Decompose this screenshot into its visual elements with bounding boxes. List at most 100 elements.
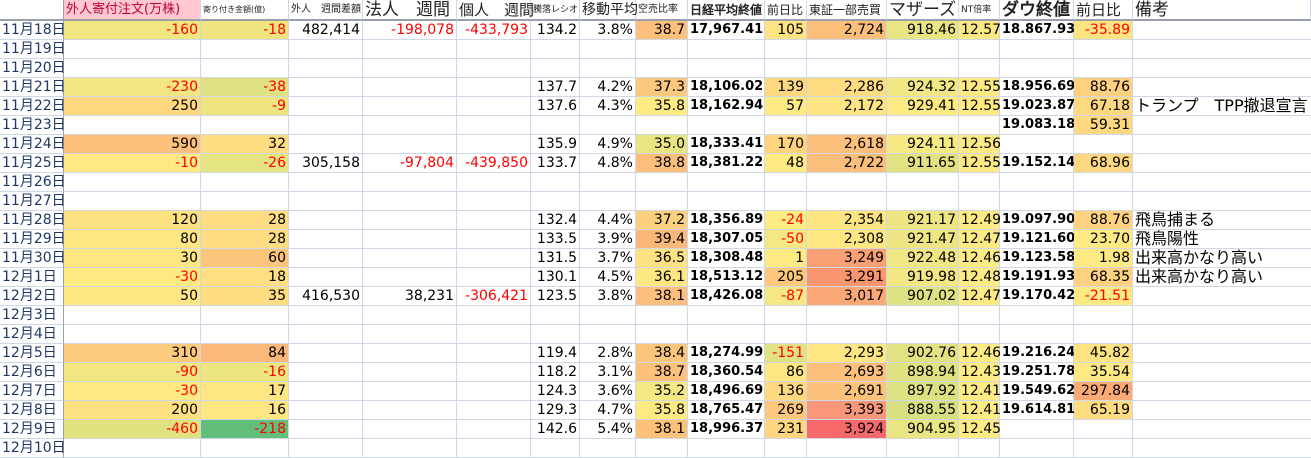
cell-dow-change[interactable]: 67.18 — [1074, 97, 1133, 116]
cell-open-amount[interactable]: 84 — [201, 344, 289, 363]
cell-dow-close[interactable]: 19.549.62 — [1000, 382, 1075, 401]
cell-nikkei-change[interactable]: 269 — [765, 401, 807, 420]
cell-advance-decline-ratio[interactable]: 134.2 — [531, 21, 580, 40]
cell-dow-close[interactable]: 19.191.93 — [1000, 268, 1075, 287]
cell-nikkei-close[interactable]: 18,333.41 — [688, 135, 765, 154]
cell-corporate-weekly[interactable]: 38,231 — [363, 287, 457, 306]
cell-individual-weekly[interactable] — [457, 116, 531, 135]
cell-foreign-open-orders[interactable] — [64, 325, 201, 344]
cell-moving-average[interactable] — [580, 116, 636, 135]
cell-open-amount[interactable]: 28 — [201, 230, 289, 249]
cell-individual-weekly[interactable] — [457, 78, 531, 97]
cell-moving-average[interactable]: 3.1% — [580, 363, 636, 382]
cell-open-amount[interactable]: -18 — [201, 21, 289, 40]
cell-tse1-volume[interactable]: 3,291 — [807, 268, 887, 287]
cell-nikkei-change[interactable]: -87 — [765, 287, 807, 306]
cell-nikkei-close[interactable]: 18,360.54 — [688, 363, 765, 382]
cell-dow-change[interactable] — [1074, 59, 1133, 78]
cell-note[interactable] — [1133, 325, 1311, 344]
cell-open-amount[interactable] — [201, 325, 289, 344]
cell-dow-close[interactable]: 19.614.81 — [1000, 401, 1075, 420]
cell-corporate-weekly[interactable] — [363, 420, 457, 439]
cell-dow-close[interactable]: 18.867.93 — [1000, 21, 1075, 40]
cell-corporate-weekly[interactable] — [363, 211, 457, 230]
column-header-date[interactable] — [0, 0, 64, 21]
cell-open-amount[interactable]: 32 — [201, 135, 289, 154]
cell-mothers[interactable]: 907.02 — [887, 287, 959, 306]
cell-advance-decline-ratio[interactable]: 123.5 — [531, 287, 580, 306]
cell-advance-decline-ratio[interactable]: 132.4 — [531, 211, 580, 230]
cell-mothers[interactable] — [887, 40, 959, 59]
cell-open-amount[interactable] — [201, 59, 289, 78]
cell-short-ratio[interactable]: 36.5 — [636, 249, 688, 268]
cell-dow-close[interactable]: 19.121.60 — [1000, 230, 1075, 249]
cell-foreign-weekly[interactable] — [289, 306, 363, 325]
cell-note[interactable]: 出来高かなり高い — [1133, 249, 1311, 268]
cell-nikkei-close[interactable]: 18,307.05 — [688, 230, 765, 249]
cell-nikkei-close[interactable] — [688, 439, 765, 458]
cell-foreign-weekly[interactable]: 482,414 — [289, 21, 363, 40]
cell-individual-weekly[interactable] — [457, 40, 531, 59]
cell-tse1-volume[interactable] — [807, 325, 887, 344]
cell-dow-change[interactable]: -21.51 — [1074, 287, 1133, 306]
cell-moving-average[interactable]: 3.8% — [580, 21, 636, 40]
cell-nikkei-close[interactable] — [688, 306, 765, 325]
cell-nt-ratio[interactable] — [959, 439, 1000, 458]
cell-dow-change[interactable]: 35.54 — [1074, 363, 1133, 382]
cell-advance-decline-ratio[interactable]: 135.9 — [531, 135, 580, 154]
cell-tse1-volume[interactable] — [807, 439, 887, 458]
cell-individual-weekly[interactable] — [457, 306, 531, 325]
cell-individual-weekly[interactable] — [457, 401, 531, 420]
column-header-short-ratio[interactable]: 空売比率 — [636, 0, 688, 21]
row-header-date[interactable]: 11月23日 — [0, 116, 66, 135]
column-header-tse1-volume[interactable]: 東証一部売買 — [807, 0, 887, 21]
cell-short-ratio[interactable]: 38.1 — [636, 420, 688, 439]
column-header-advance-decline-ratio[interactable]: 騰落レシオ — [531, 0, 580, 21]
cell-corporate-weekly[interactable] — [363, 116, 457, 135]
cell-corporate-weekly[interactable] — [363, 306, 457, 325]
cell-open-amount[interactable] — [201, 306, 289, 325]
cell-nt-ratio[interactable]: 12.49 — [959, 211, 1002, 230]
cell-nikkei-change[interactable] — [765, 192, 807, 211]
cell-nikkei-close[interactable]: 18,765.47 — [688, 401, 765, 420]
cell-moving-average[interactable] — [580, 439, 636, 458]
column-header-dow-close[interactable]: ダウ終値 — [1000, 0, 1074, 21]
cell-short-ratio[interactable]: 35.8 — [636, 97, 688, 116]
column-header-nt-ratio[interactable]: NT倍率 — [959, 0, 1000, 21]
cell-corporate-weekly[interactable] — [363, 230, 457, 249]
cell-moving-average[interactable]: 3.6% — [580, 382, 636, 401]
cell-mothers[interactable] — [887, 306, 959, 325]
row-header-date[interactable]: 11月18日 — [0, 21, 66, 40]
cell-moving-average[interactable]: 4.9% — [580, 135, 636, 154]
cell-tse1-volume[interactable]: 2,172 — [807, 97, 887, 116]
cell-dow-change[interactable] — [1074, 135, 1133, 154]
cell-foreign-open-orders[interactable] — [64, 439, 201, 458]
cell-mothers[interactable]: 897.92 — [887, 382, 959, 401]
cell-corporate-weekly[interactable] — [363, 173, 457, 192]
cell-tse1-volume[interactable] — [807, 173, 887, 192]
row-header-date[interactable]: 11月28日 — [0, 211, 66, 230]
cell-note[interactable] — [1133, 344, 1311, 363]
cell-dow-change[interactable]: 1.98 — [1074, 249, 1133, 268]
cell-foreign-weekly[interactable] — [289, 135, 363, 154]
cell-dow-change[interactable]: 68.96 — [1074, 154, 1133, 173]
cell-foreign-open-orders[interactable]: 310 — [64, 344, 201, 363]
cell-mothers[interactable]: 924.32 — [887, 78, 959, 97]
cell-advance-decline-ratio[interactable]: 133.5 — [531, 230, 580, 249]
cell-open-amount[interactable]: -218 — [201, 420, 289, 439]
cell-individual-weekly[interactable] — [457, 325, 531, 344]
cell-open-amount[interactable]: 35 — [201, 287, 289, 306]
cell-nikkei-close[interactable]: 18,381.22 — [688, 154, 765, 173]
cell-tse1-volume[interactable]: 2,724 — [807, 21, 887, 40]
cell-nikkei-close[interactable]: 18,496.69 — [688, 382, 765, 401]
cell-nt-ratio[interactable]: 12.41 — [959, 382, 1002, 401]
cell-note[interactable] — [1133, 401, 1311, 420]
column-header-corporate-weekly[interactable]: 法人 週間 — [363, 0, 457, 21]
cell-nikkei-close[interactable] — [688, 192, 765, 211]
cell-foreign-open-orders[interactable]: 250 — [64, 97, 201, 116]
cell-nikkei-change[interactable] — [765, 59, 807, 78]
cell-nt-ratio[interactable]: 12.47 — [959, 287, 1002, 306]
cell-nikkei-change[interactable]: 205 — [765, 268, 807, 287]
cell-foreign-weekly[interactable] — [289, 325, 363, 344]
cell-dow-change[interactable]: 68.35 — [1074, 268, 1133, 287]
